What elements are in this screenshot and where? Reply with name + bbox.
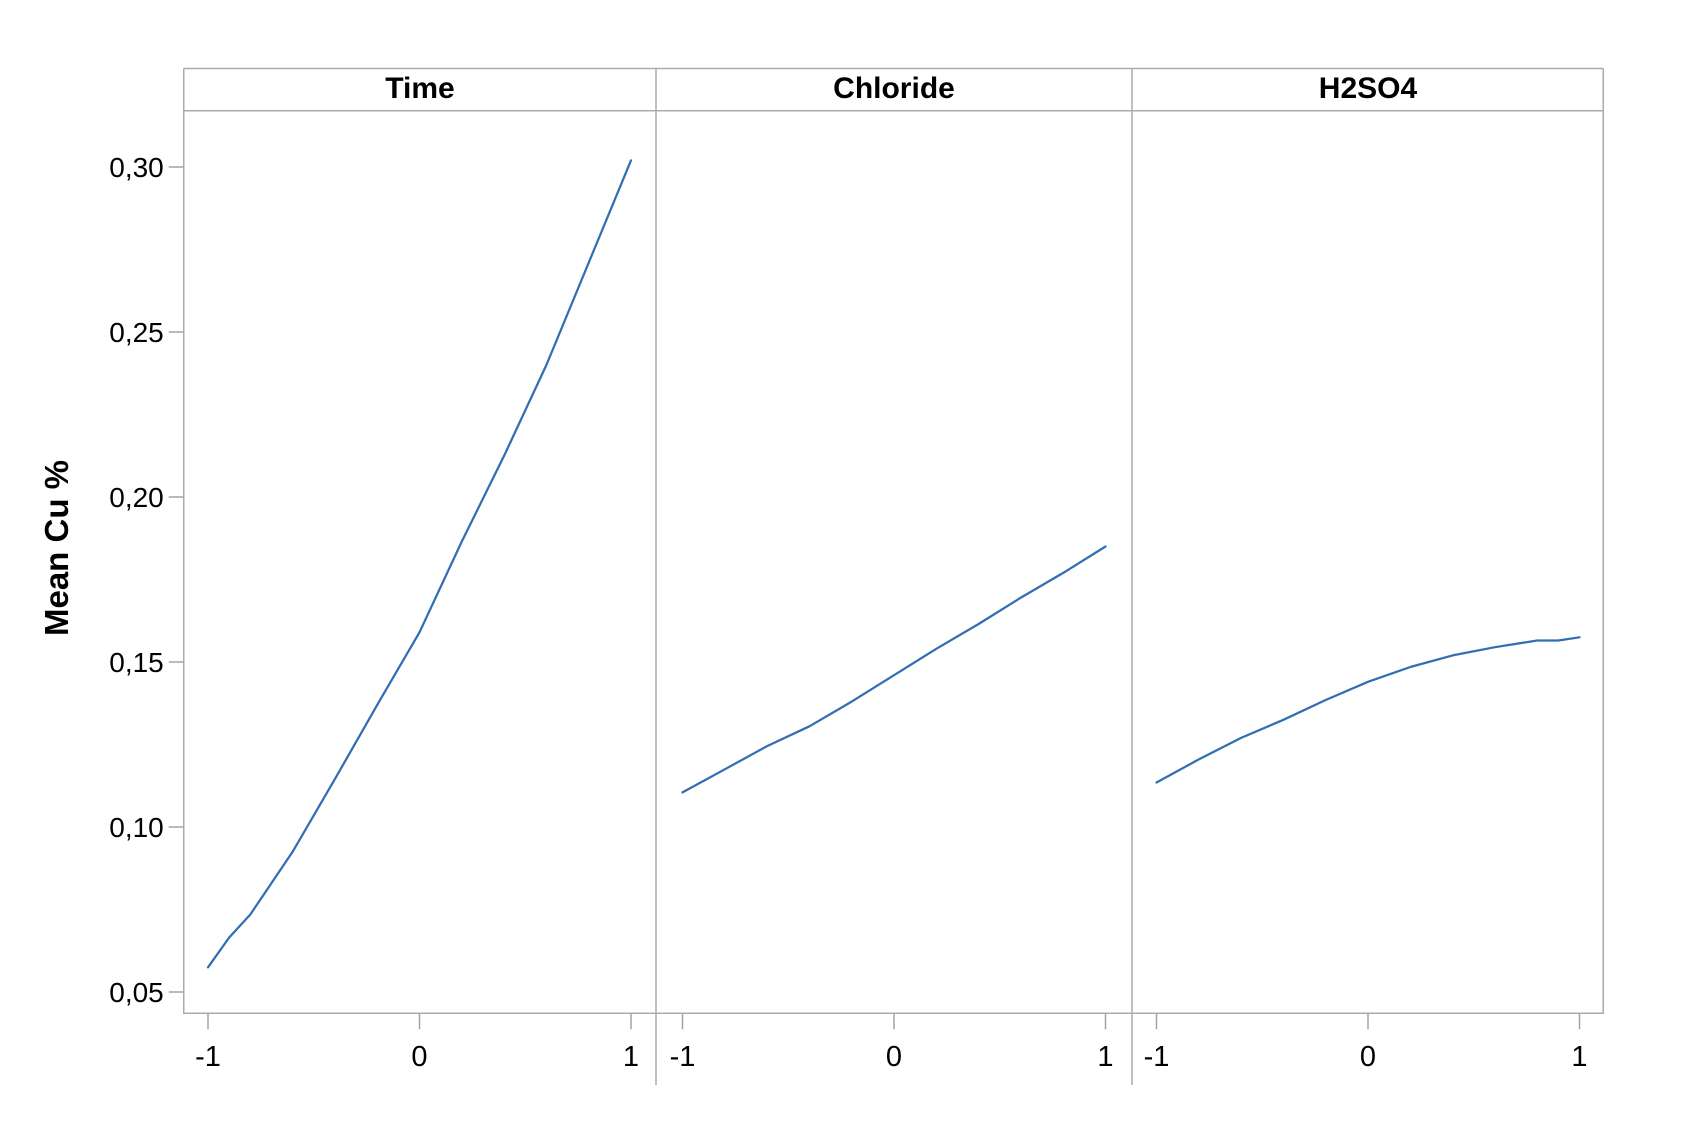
- effect-curve-chloride: [681, 545, 1107, 794]
- y-tick-label: 0,10: [109, 812, 164, 843]
- x-tick-label: 0: [886, 1041, 902, 1073]
- x-tick-label: 1: [623, 1041, 639, 1073]
- x-tick-label: -1: [195, 1041, 221, 1073]
- x-tick-label: -1: [1144, 1041, 1170, 1073]
- x-tick-label: 0: [1360, 1041, 1376, 1073]
- x-tick-label: 1: [1097, 1041, 1113, 1073]
- y-tick-label: 0,30: [109, 152, 164, 183]
- y-tick-label: 0,25: [109, 317, 164, 348]
- effect-curve-h2so4: [1155, 636, 1581, 784]
- x-tick-label: -1: [670, 1041, 696, 1073]
- y-tick-label: 0,05: [109, 977, 164, 1008]
- effect-curve-time: [206, 159, 633, 969]
- y-tick-label: 0,20: [109, 482, 164, 513]
- y-tick-label: 0,15: [109, 647, 164, 678]
- plot-area-border: [183, 110, 1604, 1014]
- x-tick-label: 0: [411, 1041, 427, 1073]
- x-tick-label: 1: [1571, 1041, 1587, 1073]
